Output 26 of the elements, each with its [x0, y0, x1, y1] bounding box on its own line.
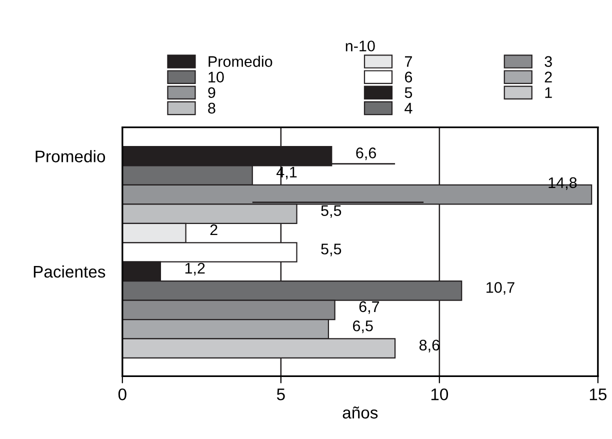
- legend-label: 2: [544, 72, 552, 82]
- data-label: 6,6: [356, 148, 376, 160]
- data-label: 10,7: [486, 282, 514, 295]
- x-axis-title: años: [342, 406, 378, 419]
- data-label: 5,5: [321, 244, 342, 256]
- x-tick-label: 0: [118, 388, 126, 400]
- legend-title: n-10: [346, 40, 375, 52]
- legend-label: 4: [404, 102, 412, 114]
- data-label: 5,5: [321, 205, 342, 218]
- x-tick-label: 5: [276, 388, 285, 400]
- legend-label: 7: [405, 56, 412, 67]
- legend-label: 8: [208, 102, 216, 114]
- legend-label: 10: [208, 72, 224, 83]
- y-tick-label: Pacientes: [34, 265, 106, 278]
- legend-label: 5: [404, 87, 412, 98]
- x-tick-label: 15: [590, 388, 606, 400]
- legend-label: Promedio: [208, 56, 272, 67]
- data-label: 2: [210, 224, 218, 236]
- data-label: 6,7: [359, 301, 380, 314]
- legend-label: 6: [404, 72, 412, 83]
- data-label: 6,5: [353, 320, 373, 334]
- legend-label: 9: [208, 87, 216, 98]
- legend-label: 1: [545, 87, 552, 98]
- legend-label: 3: [544, 56, 552, 67]
- data-label: 1,2: [185, 262, 205, 276]
- x-tick-label: 10: [431, 388, 448, 400]
